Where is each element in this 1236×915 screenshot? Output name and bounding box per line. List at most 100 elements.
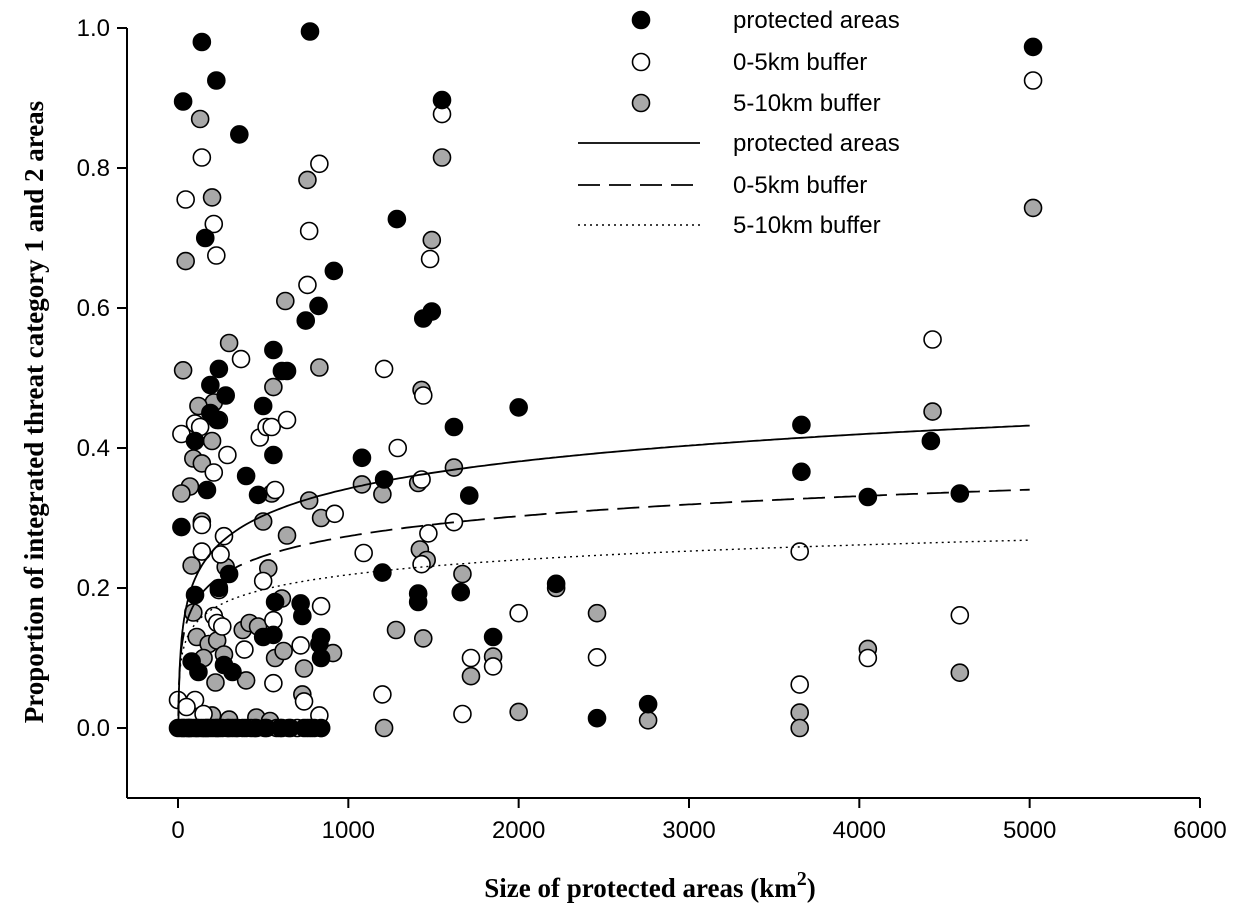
point-open-white: [264, 673, 283, 693]
point-filled-black: [921, 431, 941, 451]
y-tick-label: 0.0: [77, 715, 110, 742]
point-filled-black: [209, 578, 229, 598]
point-filled-black: [309, 296, 328, 316]
point-filled-black: [300, 22, 320, 41]
point-filled-black: [195, 228, 215, 248]
point-filled-black: [192, 32, 212, 52]
point-open-white: [354, 543, 373, 563]
point-open-white: [444, 512, 464, 532]
point-filled-black: [236, 466, 256, 486]
point-open-white: [587, 647, 607, 667]
point-open-white: [1023, 71, 1043, 90]
x-axis-title: Size of protected areas (km2): [484, 868, 815, 903]
point-filled-black: [173, 92, 193, 111]
point-open-white: [950, 605, 970, 625]
point-filled-gray: [790, 703, 810, 722]
legend-marker-open-white: [631, 52, 651, 72]
legend-label: 0-5km buffer: [733, 172, 867, 199]
point-filled-gray: [587, 603, 607, 623]
x-tick-label: 5000: [1003, 817, 1056, 844]
point-open-white: [253, 571, 273, 591]
y-tick-label: 1.0: [77, 15, 110, 42]
legend-label: 5-10km buffer: [733, 90, 881, 117]
point-filled-black: [253, 396, 273, 416]
point-filled-gray: [453, 564, 472, 584]
point-open-white: [453, 704, 472, 724]
point-open-white: [291, 636, 310, 655]
point-filled-gray: [386, 620, 406, 640]
data-points: [168, 22, 1043, 738]
point-filled-black: [296, 311, 316, 330]
point-filled-gray: [173, 360, 193, 380]
point-filled-black: [216, 386, 235, 405]
point-filled-black: [352, 448, 372, 468]
legend: protected areas 0-5km buffer 5-10km buffer…: [578, 7, 900, 239]
point-filled-black: [792, 462, 811, 482]
point-filled-gray: [206, 673, 225, 692]
fit-line-dashed: [177, 488, 1030, 716]
point-filled-black: [546, 574, 566, 594]
point-open-white: [419, 524, 438, 543]
point-open-white: [923, 330, 942, 349]
y-tick-label: 0.8: [77, 155, 110, 182]
point-filled-gray: [190, 109, 210, 129]
point-open-white: [192, 148, 212, 167]
point-filled-black: [265, 592, 285, 612]
point-open-white: [325, 504, 345, 524]
point-filled-black: [311, 648, 331, 668]
point-open-white: [204, 463, 224, 482]
point-filled-black: [373, 563, 392, 582]
point-filled-gray: [638, 710, 658, 730]
point-filled-black: [219, 564, 239, 584]
point-open-white: [790, 675, 810, 694]
point-filled-black: [264, 625, 283, 645]
point-filled-black: [209, 359, 229, 379]
point-filled-gray: [444, 458, 464, 477]
point-open-white: [413, 386, 433, 405]
point-filled-black: [264, 340, 283, 360]
point-open-white: [483, 657, 503, 676]
legend-label: 5-10km buffer: [733, 212, 881, 239]
point-open-white: [211, 545, 230, 564]
x-tick-label: 0: [171, 817, 184, 844]
y-tick-label: 0.6: [77, 295, 110, 322]
point-open-white: [294, 692, 314, 711]
point-filled-gray: [202, 188, 222, 207]
point-filled-black: [792, 415, 811, 435]
point-filled-black: [444, 417, 464, 437]
point-filled-gray: [298, 170, 317, 190]
point-filled-gray: [277, 526, 297, 545]
legend-marker-filled-gray: [631, 93, 651, 113]
point-filled-gray: [182, 556, 201, 575]
point-open-white: [177, 697, 196, 717]
point-filled-black: [182, 652, 201, 671]
point-open-white: [509, 603, 528, 623]
axes: [126, 28, 1200, 799]
point-filled-black: [172, 517, 191, 537]
point-open-white: [412, 554, 431, 574]
point-filled-black: [207, 410, 227, 430]
point-filled-black: [293, 606, 312, 626]
x-tick-label: 4000: [833, 817, 886, 844]
point-filled-black: [858, 487, 878, 507]
point-filled-black: [207, 71, 226, 90]
point-filled-black: [459, 486, 479, 505]
point-filled-gray: [374, 718, 394, 738]
fit-line-dotted: [177, 539, 1030, 709]
point-open-white: [207, 246, 226, 265]
point-open-white: [176, 190, 195, 209]
point-open-white: [790, 542, 810, 561]
y-tick-label: 0.2: [77, 575, 110, 602]
point-filled-black: [1023, 37, 1043, 57]
point-filled-gray: [790, 718, 810, 738]
legend-marker-filled-black: [631, 10, 651, 30]
point-open-white: [461, 648, 481, 668]
x-ticks: 0 1000 2000 3000 4000 5000 6000: [171, 798, 1227, 844]
x-tick-label: 2000: [492, 817, 545, 844]
point-filled-gray: [432, 148, 452, 167]
point-filled-gray: [923, 402, 942, 421]
point-filled-gray: [509, 702, 528, 722]
point-filled-black: [311, 718, 331, 738]
point-filled-gray: [236, 671, 256, 690]
point-filled-black: [432, 90, 452, 110]
